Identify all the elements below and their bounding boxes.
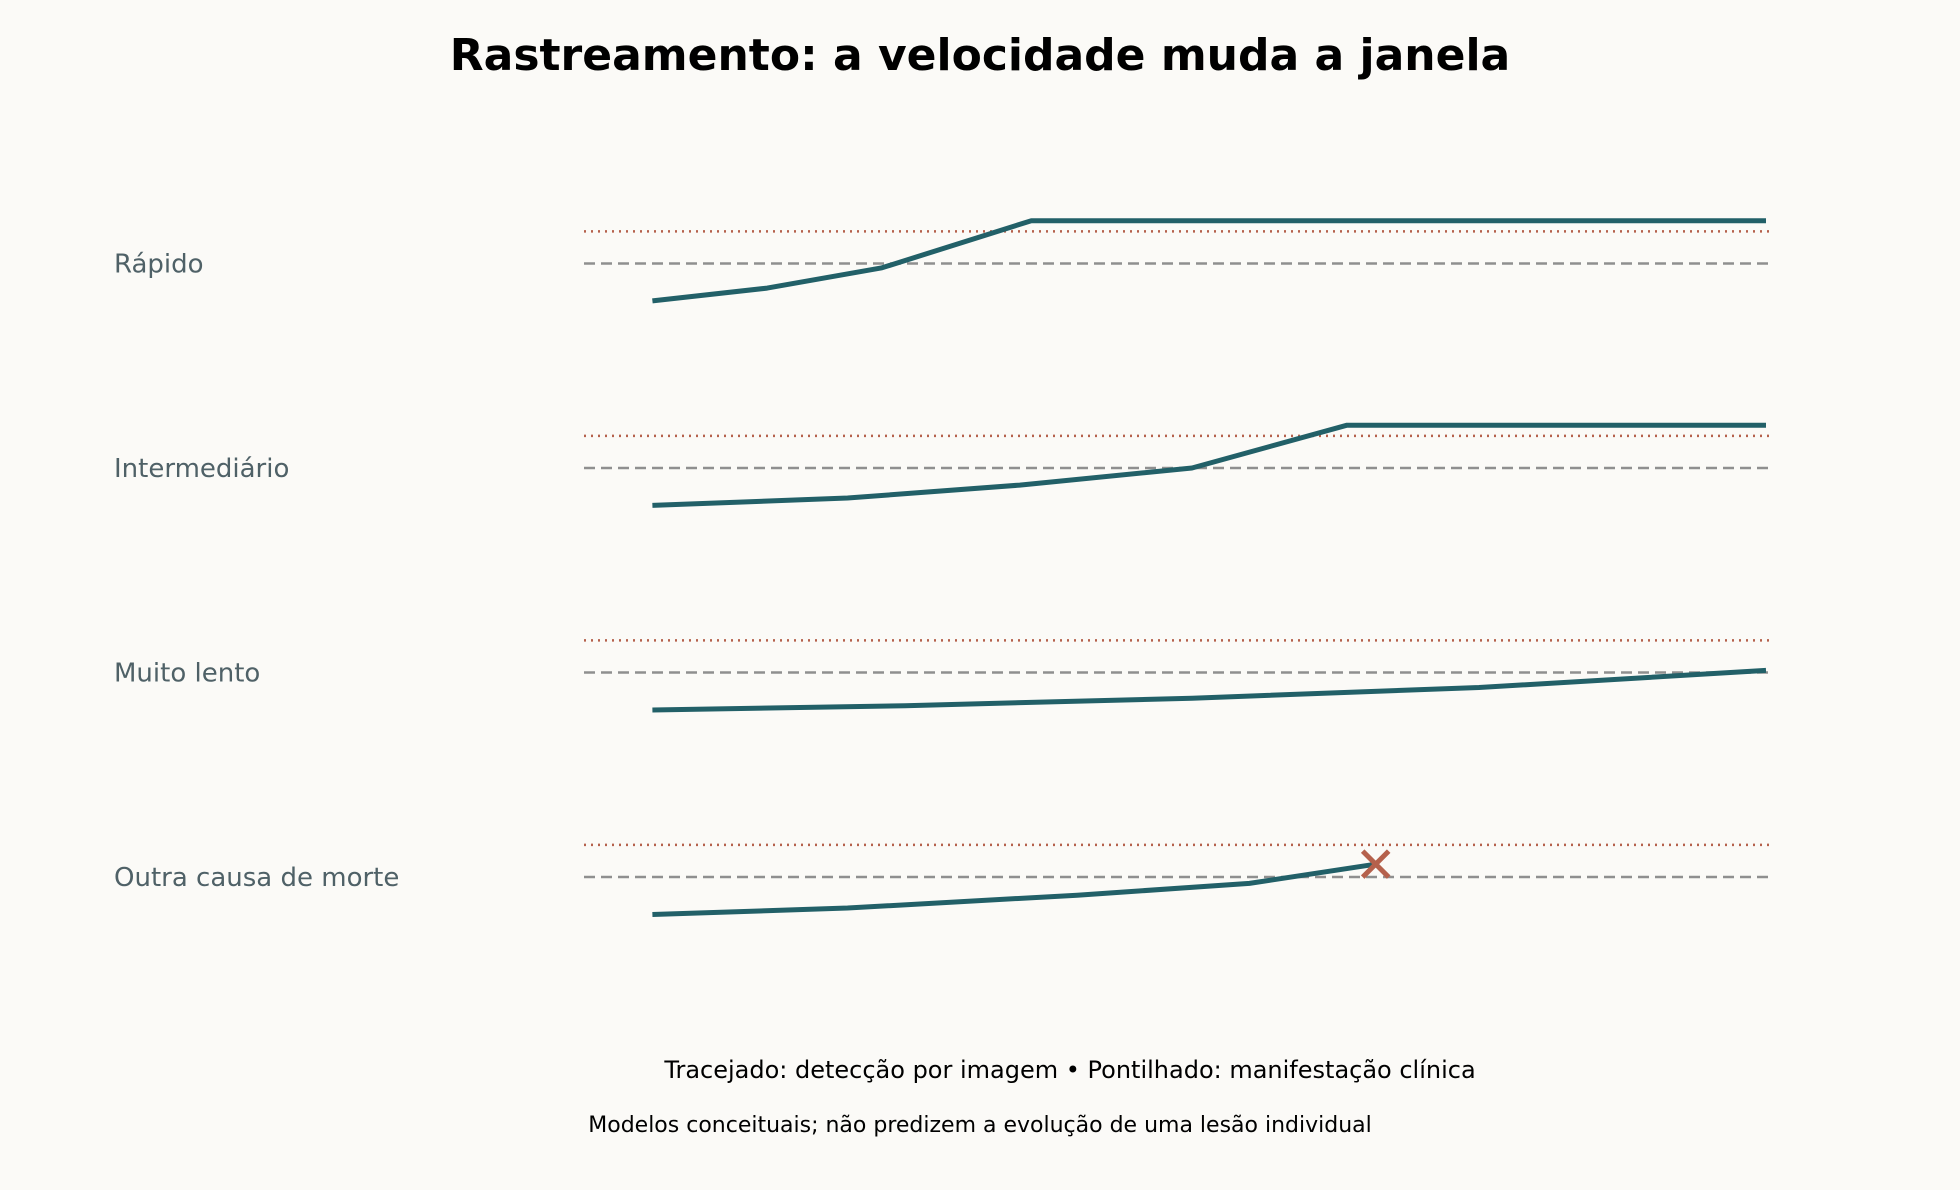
row-label: Outra causa de morte bbox=[114, 863, 399, 893]
chart-title: Rastreamento: a velocidade muda a janela bbox=[450, 30, 1510, 81]
row-label: Rápido bbox=[114, 250, 204, 280]
row-3: Muito lento bbox=[114, 639, 1770, 713]
row-2: Intermediário bbox=[114, 422, 1770, 508]
row-4: Outra causa de morte bbox=[114, 843, 1770, 917]
row-label: Intermediário bbox=[114, 454, 289, 484]
growth-curve bbox=[652, 667, 1767, 713]
growth-curve bbox=[652, 422, 1766, 508]
row-label: Muito lento bbox=[114, 659, 260, 689]
legend-note: Tracejado: detecção por imagem • Pontilh… bbox=[663, 1056, 1475, 1084]
disclaimer-note: Modelos conceituais; não predizem a evol… bbox=[588, 1113, 1372, 1138]
growth-curve bbox=[652, 218, 1766, 304]
growth-curve bbox=[652, 861, 1377, 917]
chart-rows: Rápido Intermediário Muito lento Outra caus… bbox=[114, 218, 1770, 917]
death-marker bbox=[1360, 849, 1391, 879]
row-1: Rápido bbox=[114, 218, 1770, 304]
